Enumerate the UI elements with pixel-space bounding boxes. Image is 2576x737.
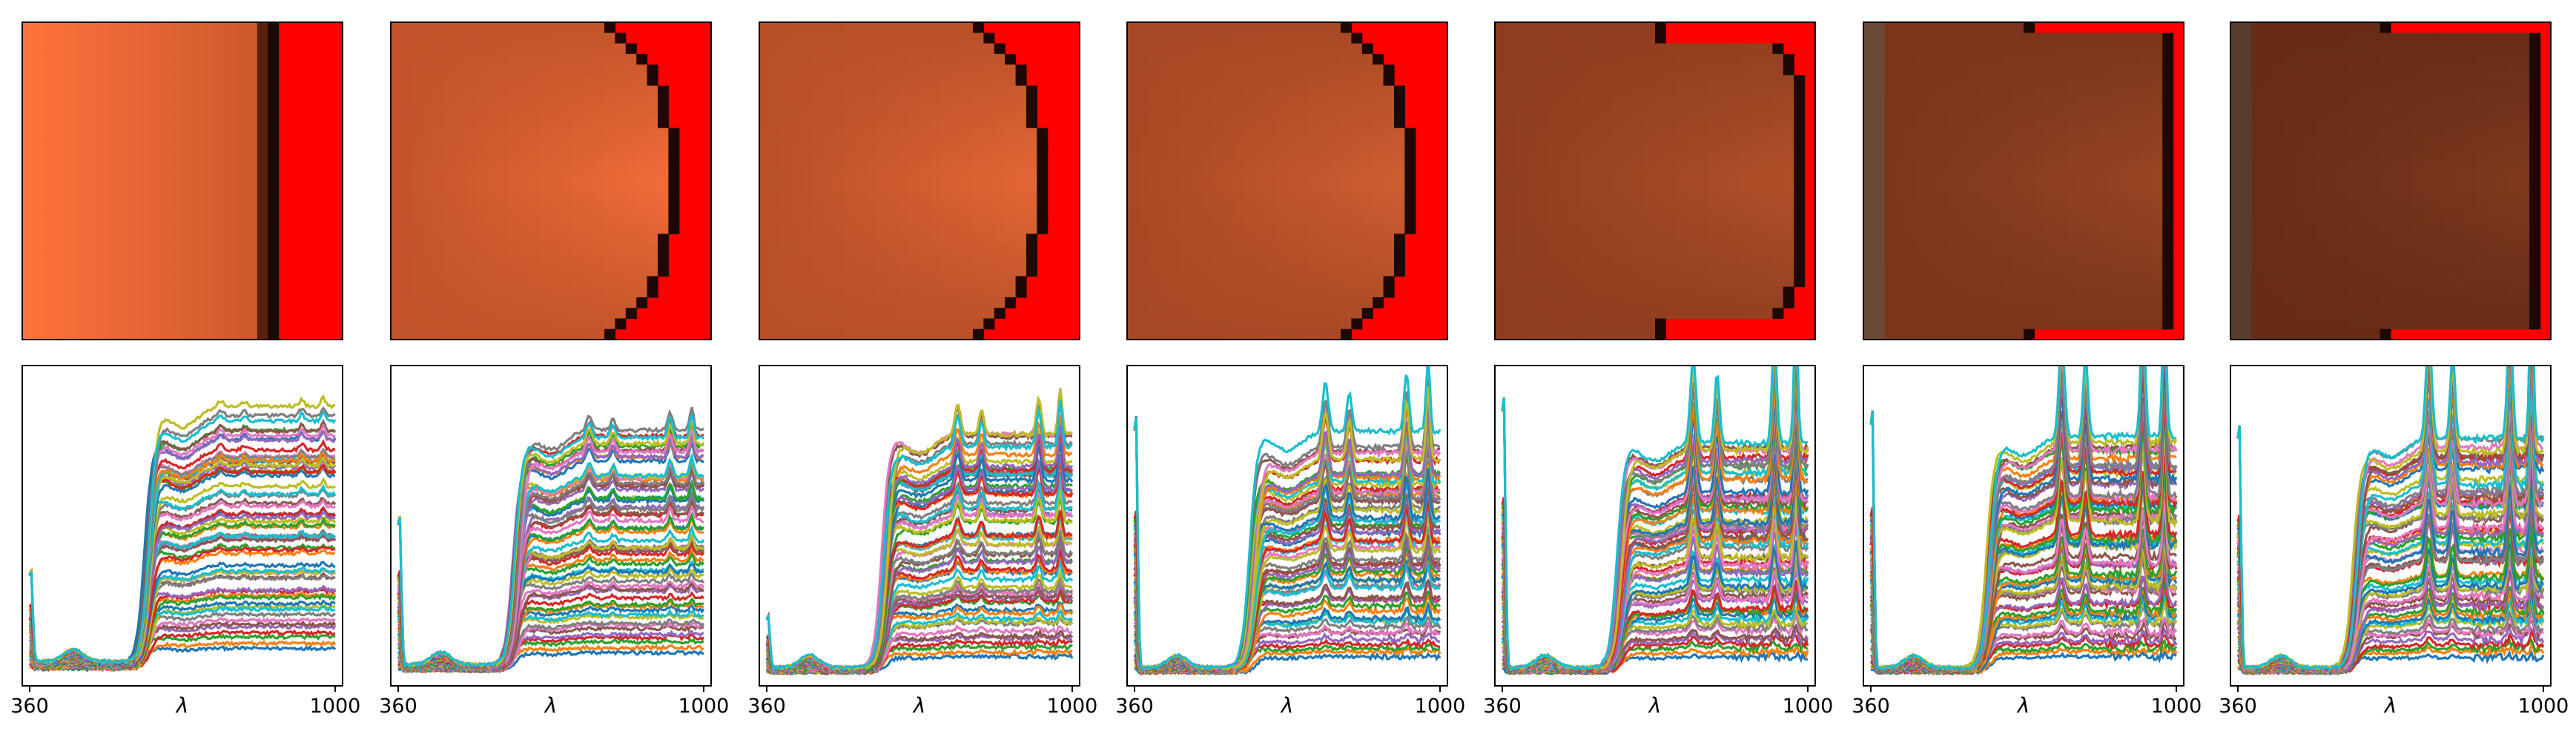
object-pixels — [1863, 22, 2173, 340]
x-tick-1000-label: 1000 — [2151, 695, 2202, 718]
x-tick-1000-label: 1000 — [310, 695, 361, 718]
x-axis-label: λ — [175, 693, 189, 718]
spectra-plot-5: 360 1000 λ — [1483, 311, 1833, 718]
x-tick-360-label: 360 — [1852, 695, 1890, 718]
x-tick-1000-label: 1000 — [678, 695, 730, 718]
x-axis-label: λ — [1280, 693, 1294, 718]
image-panel-2 — [391, 22, 711, 340]
object-pixels — [391, 22, 679, 340]
x-tick-360-label: 360 — [379, 695, 417, 718]
x-tick-1000-label: 1000 — [1783, 695, 1834, 718]
image-panel-6 — [1863, 22, 2184, 340]
x-tick-360-label: 360 — [747, 695, 786, 718]
x-tick-360-label: 360 — [10, 695, 49, 718]
image-panel-7 — [2230, 22, 2551, 340]
x-axis-label: λ — [2383, 693, 2397, 718]
spectra-plot-2: 360 1000 λ — [379, 366, 729, 718]
spectra-plot-4: 360 1000 λ — [1115, 357, 1465, 718]
object-pixels — [2230, 22, 2540, 340]
x-tick-360-label: 360 — [1115, 695, 1154, 718]
object-pixels — [1127, 22, 1416, 340]
object-pixels — [759, 22, 1048, 340]
spectra-plot-7: 360 1000 λ — [2219, 285, 2569, 718]
x-tick-1000-label: 1000 — [1047, 695, 1098, 718]
image-panel-1 — [22, 22, 343, 340]
x-tick-1000-label: 1000 — [1415, 695, 1466, 718]
spectra-plot-6: 360 1000 λ — [1852, 292, 2202, 718]
spectra-plot-3: 360 1000 λ — [747, 366, 1097, 718]
image-panel-5 — [1495, 22, 1815, 340]
object-pixels — [1495, 22, 1805, 340]
x-tick-1000-label: 1000 — [2518, 695, 2569, 718]
x-axis-label: λ — [1648, 693, 1662, 718]
x-axis-label: λ — [912, 693, 926, 718]
x-axis-label: λ — [2016, 693, 2030, 718]
x-tick-360-label: 360 — [1483, 695, 1522, 718]
object-pixels — [22, 22, 279, 340]
x-axis-label: λ — [544, 693, 558, 718]
x-tick-360-label: 360 — [2219, 695, 2257, 718]
image-panel-3 — [759, 22, 1080, 340]
spectra-plot-1: 360 1000 λ — [10, 366, 360, 718]
image-panel-4 — [1127, 22, 1447, 340]
